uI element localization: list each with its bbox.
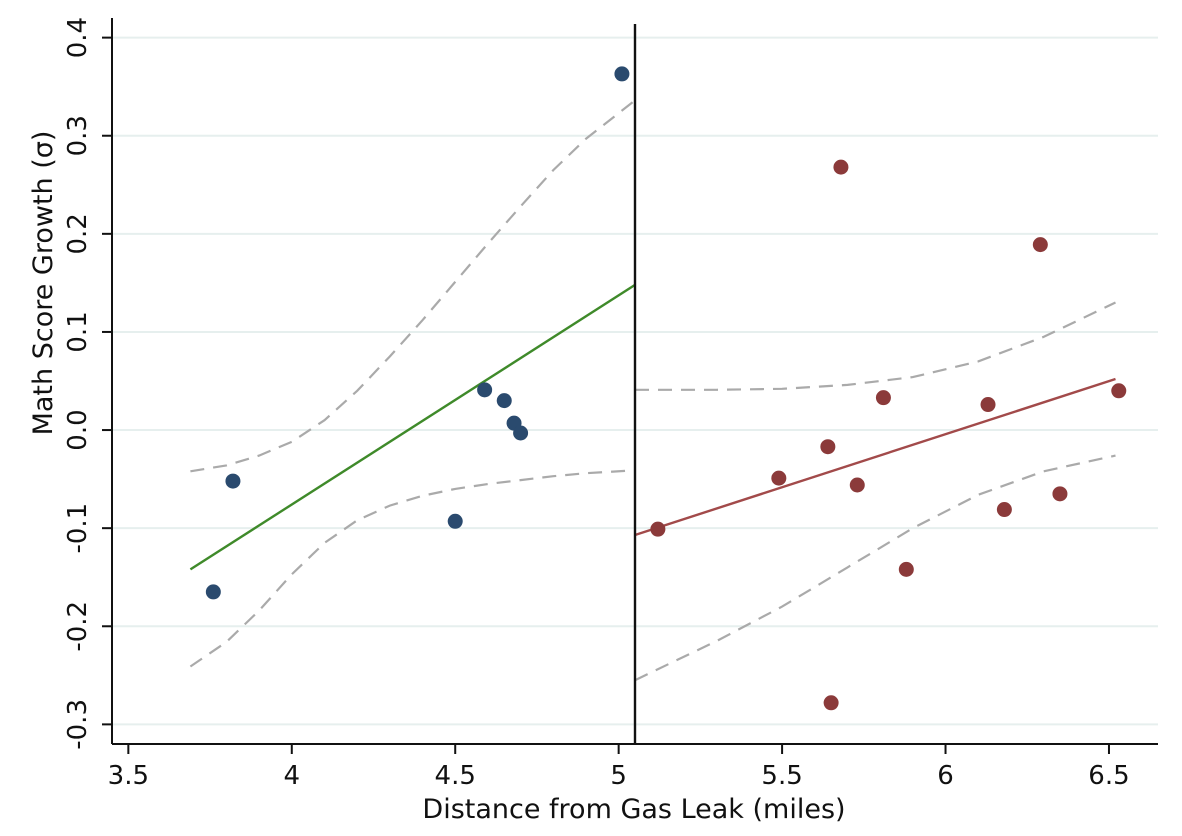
y-tick-label: 0.1 (63, 311, 93, 352)
data-point (1032, 237, 1048, 253)
x-tick-label: 4.5 (435, 761, 476, 791)
data-point (823, 695, 839, 711)
data-point (225, 473, 241, 489)
confidence-bands (189, 99, 1116, 682)
data-point (477, 382, 493, 398)
data-point (205, 584, 221, 600)
data-point (996, 502, 1012, 518)
data-point (980, 397, 996, 413)
x-tick-label: 6.5 (1088, 761, 1129, 791)
data-points (205, 66, 1127, 711)
confidence-band-line (189, 469, 636, 668)
confidence-band-line (635, 301, 1116, 391)
x-tick-label: 5.5 (761, 761, 802, 791)
data-point (898, 561, 914, 577)
y-axis-title: Math Score Growth (σ) (28, 131, 59, 436)
fit-line (634, 377, 1116, 537)
confidence-band-line (190, 99, 636, 473)
tick-labels: -0.3 -0.2 -0.1 0.0 0.1 0.2 0.3 0.4 3.5 4 4.5 5 5.5 6 6… (63, 17, 1130, 791)
x-tick-label: 3.5 (108, 761, 149, 791)
y-tick-label: 0.4 (63, 17, 93, 58)
data-point (513, 425, 529, 441)
fit-lines (189, 283, 1116, 571)
y-tick-label: -0.3 (63, 699, 93, 750)
data-point (875, 390, 891, 406)
data-point (833, 159, 849, 175)
data-point (771, 470, 787, 486)
y-tick-label: 0.2 (63, 213, 93, 254)
data-point (447, 513, 463, 529)
data-point (820, 439, 836, 455)
x-tick-label: 5 (610, 761, 627, 791)
data-point (496, 393, 512, 409)
x-axis-title: Distance from Gas Leak (miles) (422, 794, 845, 825)
y-tick-label: -0.2 (63, 601, 93, 652)
data-point (650, 521, 666, 537)
fit-line (189, 283, 636, 571)
data-point (1111, 383, 1127, 399)
y-tick-label: 0.0 (63, 409, 93, 450)
y-tick-label: 0.3 (63, 115, 93, 156)
data-point (1052, 486, 1068, 502)
x-tick-label: 6 (937, 761, 954, 791)
data-point (849, 477, 865, 493)
axes (102, 18, 1158, 754)
confidence-band-line (634, 454, 1116, 682)
y-tick-label: -0.1 (63, 503, 93, 554)
x-tick-label: 4 (284, 761, 301, 791)
data-point (614, 66, 630, 82)
